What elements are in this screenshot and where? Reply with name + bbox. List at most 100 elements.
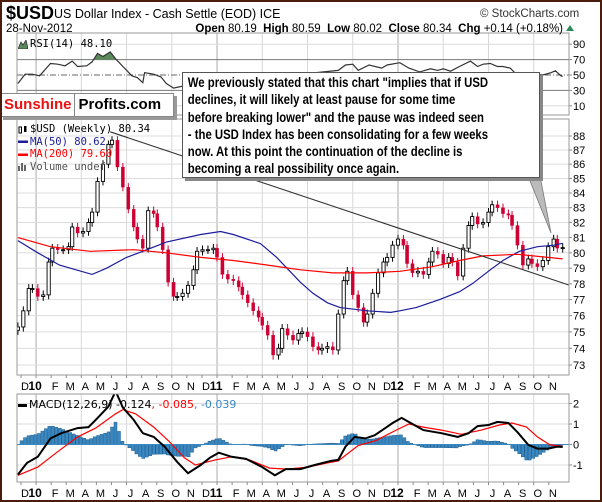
macd-histogram-bar [138, 444, 142, 457]
macd-histogram-bar [266, 444, 271, 449]
candle [325, 346, 330, 349]
price-tick-label: 87 [573, 145, 585, 157]
month-label: S [157, 488, 164, 500]
macd-histogram-bar [454, 444, 459, 449]
candle [256, 310, 261, 318]
macd-histogram-bar [51, 426, 55, 445]
candle [171, 282, 176, 297]
macd-histogram-bar [343, 435, 347, 445]
candle [185, 284, 191, 294]
price-plot [17, 131, 569, 360]
macd-histogram-bar [99, 434, 104, 445]
candlestick-icon [18, 125, 27, 133]
month-label: J [309, 488, 315, 500]
month-label: M [277, 488, 286, 500]
candle [251, 302, 255, 311]
candle [100, 163, 106, 182]
annotation-line: now. At this point the continuation of t… [187, 144, 463, 161]
copyright-link[interactable]: © StockCharts.com [480, 8, 580, 20]
candle [319, 347, 325, 351]
macd-histogram-bar [186, 444, 191, 458]
candle [551, 238, 556, 248]
month-label: N [549, 488, 557, 500]
candle [285, 328, 290, 336]
macd-histogram-bar [479, 439, 483, 445]
candle [205, 249, 211, 252]
close-label: Close [388, 23, 420, 35]
month-label: A [444, 381, 452, 393]
price-tick-label: 77 [573, 295, 585, 307]
macd-histogram-bar [524, 444, 528, 461]
annotation-line: before breaking lower" and the pause was… [187, 109, 484, 126]
price-tick-label: 84 [573, 188, 585, 200]
macd-histogram-bar [113, 421, 118, 445]
macd-name: MACD(12,26,9) [29, 398, 113, 411]
logo-profits: Profits.com [78, 96, 162, 113]
candle [141, 238, 145, 249]
price-tick-label: 80 [573, 248, 585, 260]
macd-histogram-bar [517, 444, 522, 455]
candle [109, 139, 115, 145]
macd-histogram-bar [131, 444, 135, 451]
macd-histogram-bar [152, 444, 156, 455]
candle [86, 222, 91, 232]
macd-histogram-bar [145, 444, 149, 458]
month-label: F [233, 381, 240, 393]
month-label: N [368, 381, 376, 393]
macd-histogram-bar [193, 444, 198, 449]
rsi-tick-label: 90 [573, 39, 585, 51]
moving-average-line [17, 237, 563, 274]
candle [481, 222, 486, 225]
macd-tick-label: 1 [573, 419, 579, 431]
price-tick-label: 75 [573, 327, 585, 339]
candle [466, 225, 471, 249]
open-value: 80.19 [227, 23, 257, 35]
candle [510, 214, 514, 226]
candle [370, 292, 375, 315]
candle [381, 261, 386, 274]
macd-histogram-bar [221, 440, 226, 445]
month-label: M [277, 381, 286, 393]
line-icon [18, 403, 27, 407]
month-label: J [128, 488, 134, 500]
annotation-callout: We previously stated that this chart "im… [182, 72, 540, 178]
macd-histogram-bar [475, 439, 480, 445]
symbol-title: $USD [6, 3, 55, 23]
month-label: A [263, 381, 271, 393]
month-label: 12 [390, 486, 404, 500]
macd-histogram-bar [385, 436, 389, 445]
month-label: O [172, 381, 181, 393]
month-label: A [504, 488, 512, 500]
macd-plot [17, 394, 569, 477]
month-label: F [414, 488, 421, 500]
candle [55, 248, 60, 250]
month-label: J [475, 488, 481, 500]
candle [390, 244, 395, 258]
macd-histogram-bar [78, 436, 83, 445]
month-label: O [172, 488, 181, 500]
candle [350, 271, 355, 296]
low-value: 80.02 [353, 23, 383, 35]
candle [455, 261, 460, 277]
candle [46, 261, 51, 296]
month-label: D [21, 488, 29, 500]
month-label: 11 [210, 379, 223, 393]
candle [495, 204, 500, 208]
month-label: A [323, 381, 331, 393]
candle [470, 216, 475, 226]
month-label: D [383, 381, 391, 393]
macd-histogram-bar [510, 444, 515, 449]
candle [126, 187, 131, 210]
line-icon [18, 153, 28, 156]
candle [395, 238, 401, 246]
macd-histogram-bar [277, 444, 281, 450]
candle [95, 180, 100, 213]
month-label: J [294, 381, 300, 393]
macd-histogram-bar [273, 444, 278, 452]
macd-histogram-bar [40, 430, 45, 445]
chg-value: +0.14 (+0.18%) [483, 23, 563, 35]
candle [36, 288, 40, 297]
candle [405, 245, 409, 264]
candle [131, 209, 136, 228]
month-label: F [233, 488, 240, 500]
